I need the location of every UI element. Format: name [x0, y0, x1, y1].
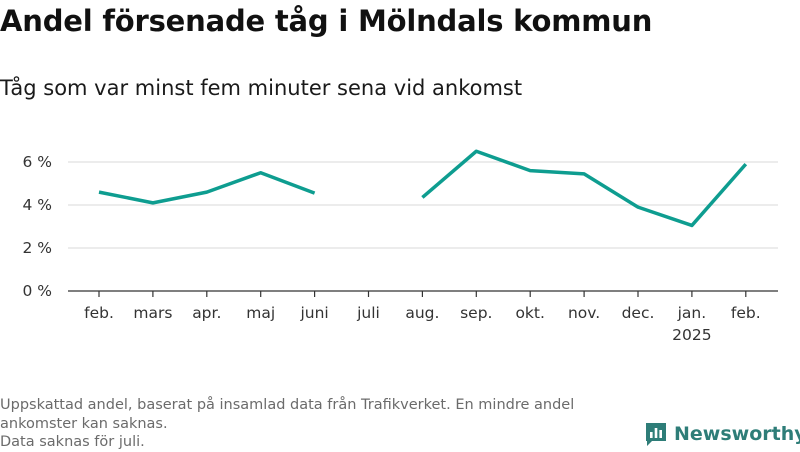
x-tick-label: dec. [622, 304, 655, 322]
chart-subtitle: Tåg som var minst fem minuter sena vid a… [0, 76, 522, 100]
x-tick-label: okt. [515, 304, 544, 322]
footer-source-note: Uppskattad andel, baserat på insamlad da… [0, 396, 640, 415]
chart-title: Andel försenade tåg i Mölndals kommun [0, 4, 652, 38]
y-tick-label: 0 % [22, 282, 52, 300]
y-axis-ticks: 0 % 2 % 4 % 6 % [22, 153, 52, 300]
x-tick-label: aug. [405, 304, 439, 322]
x-tick-label: maj [246, 304, 275, 322]
footer-source-note-cont: ankomster kan saknas. [0, 415, 640, 434]
newsworthy-logo: Newsworthy [644, 420, 800, 448]
x-tick-label: jan. [677, 304, 707, 322]
line-chart: 0 % 2 % 4 % 6 % feb. mars apr. maj juni juli aug.… [0, 130, 800, 345]
y-tick-label: 4 % [22, 196, 52, 214]
bar-chart-icon [644, 421, 668, 447]
y-tick-label: 6 % [22, 153, 52, 171]
x-tick-label: mars [133, 304, 172, 322]
x-tick-label: feb. [84, 304, 114, 322]
footer-missing-note: Data saknas för juli. [0, 433, 640, 452]
x-tick-label: juni [299, 304, 328, 322]
x-tick-sublabel: 2025 [672, 326, 711, 344]
x-axis-ticks: feb. mars apr. maj juni juli aug. sep. okt. nov. d… [84, 291, 761, 344]
series-line-segment [99, 173, 315, 203]
y-tick-label: 2 % [22, 239, 52, 257]
x-tick-label: juli [356, 304, 380, 322]
x-tick-label: apr. [192, 304, 221, 322]
x-tick-label: nov. [568, 304, 600, 322]
chart-footer: Uppskattad andel, baserat på insamlad da… [0, 396, 640, 452]
x-tick-label: sep. [460, 304, 492, 322]
logo-text: Newsworthy [674, 423, 800, 445]
gridlines [68, 162, 778, 291]
x-tick-label: feb. [731, 304, 761, 322]
